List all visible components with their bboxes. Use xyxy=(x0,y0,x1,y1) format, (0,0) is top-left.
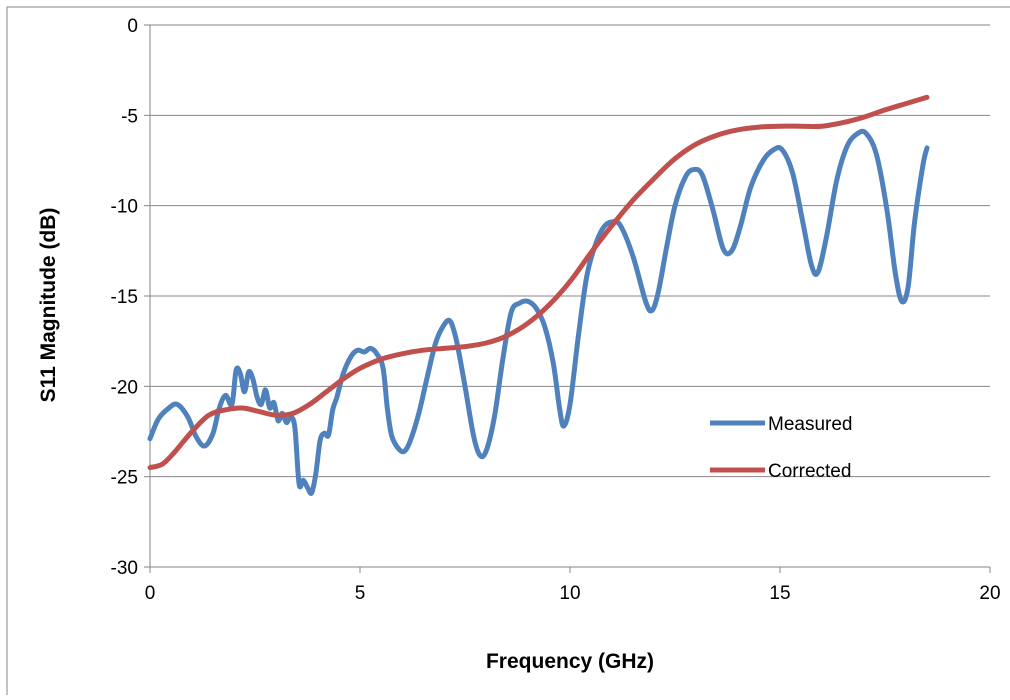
y-tick-label: -25 xyxy=(111,468,138,489)
axes: 0 -5 -10 -15 -20 -25 -30 0 5 10 15 20 xyxy=(111,16,1001,604)
y-tick-label: -5 xyxy=(121,106,138,127)
y-tick-label: -20 xyxy=(111,377,138,398)
legend: Measured Corrected xyxy=(710,414,853,482)
x-tick-label: 5 xyxy=(355,583,366,604)
y-tick-label: -30 xyxy=(111,558,138,579)
corrected-series-line xyxy=(147,94,930,471)
x-axis-title: Frequency (GHz) xyxy=(486,650,654,673)
y-tick-label: 0 xyxy=(127,16,138,37)
y-axis-title: S11 Magnitude (dB) xyxy=(37,208,60,403)
x-tick-label: 20 xyxy=(979,583,1000,604)
x-tick-label: 15 xyxy=(769,583,790,604)
measured-series-line xyxy=(147,128,930,496)
x-tick-label: 10 xyxy=(559,583,580,604)
x-tick-label: 0 xyxy=(145,583,156,604)
y-tick-label: -15 xyxy=(111,287,138,308)
chart-border xyxy=(6,6,1010,700)
series-lines xyxy=(147,94,930,496)
y-tick-label: -10 xyxy=(111,197,138,218)
measured-legend-label: Measured xyxy=(768,414,853,435)
corrected-legend-label: Corrected xyxy=(768,461,851,482)
